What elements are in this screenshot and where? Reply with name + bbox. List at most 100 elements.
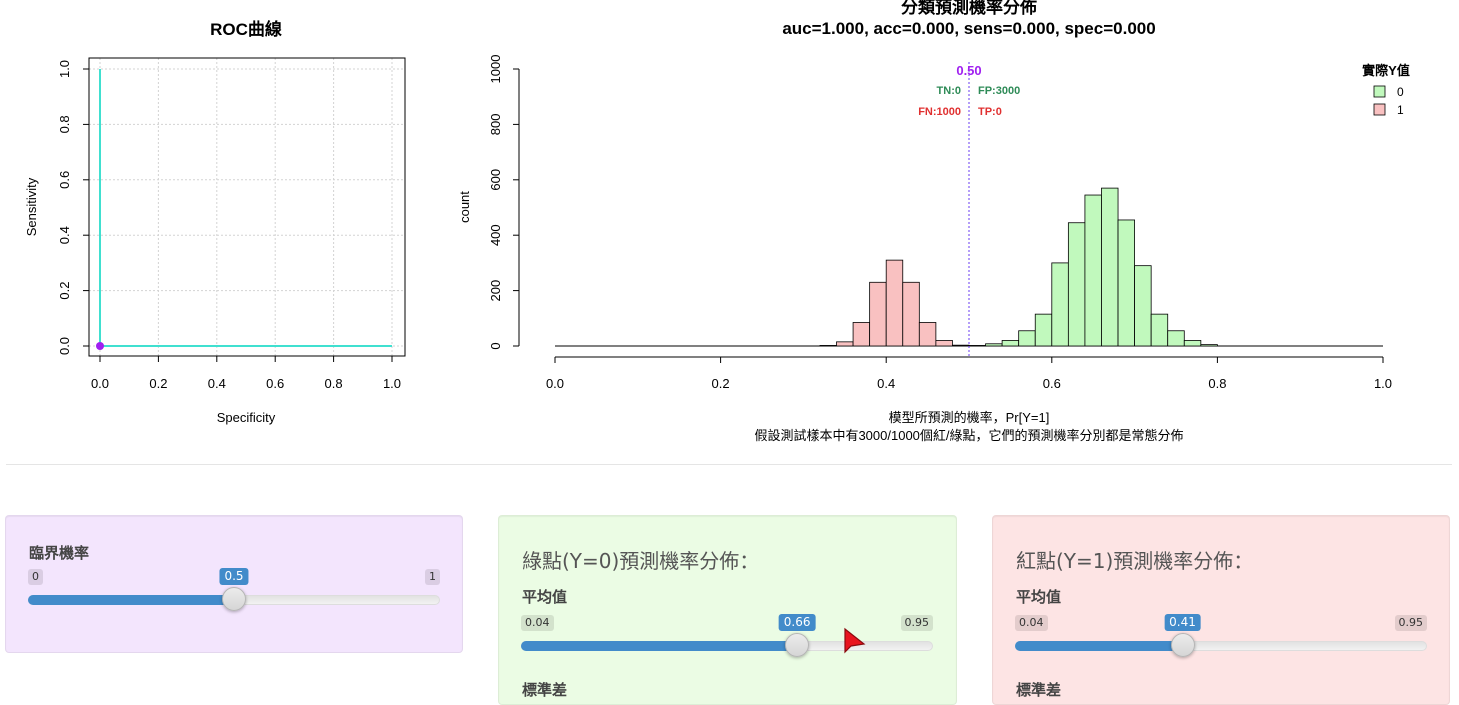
hist-bar: [1067, 222, 1086, 347]
hist-y-axis: 0 200 400 600 800 1000: [488, 55, 520, 350]
red-sd-label: 標準差: [1016, 681, 1062, 699]
fn-label: FN:1000: [918, 106, 961, 118]
hist-y-tick-label: 800: [488, 114, 503, 136]
hist-bar: [836, 341, 854, 347]
hist-bar: [1150, 313, 1169, 347]
hist-y-tick-label: 0: [488, 342, 503, 349]
roc-y-tick-label: 1.0: [57, 60, 72, 78]
threshold-label: 0.50: [956, 63, 981, 78]
roc-y-tick-label: 0.0: [57, 337, 72, 355]
hist-bar: [1167, 330, 1185, 347]
tn-label: TN:0: [937, 85, 961, 97]
roc-x-tick-label: 0.0: [91, 376, 109, 391]
section-divider: [6, 464, 1452, 465]
slider-fill: [1015, 641, 1183, 651]
roc-xlabel: Specificity: [217, 410, 276, 425]
hist-bar: [1200, 344, 1218, 347]
roc-y-tick-label: 0.2: [57, 282, 72, 300]
hist-note: 假設測試樣本中有3000/1000個紅/綠點，它們的預測機率分別都是常態分佈: [754, 428, 1183, 443]
hist-bar: [1001, 340, 1020, 347]
roc-y-axis: 0.0 0.2 0.4 0.6 0.8 1.0: [57, 60, 89, 355]
slider-min-label: 0: [28, 569, 43, 585]
roc-x-tick-label: 0.8: [325, 376, 343, 391]
hist-x-tick-label: 0.0: [546, 376, 564, 391]
slider-max-label: 0.95: [900, 615, 933, 631]
hist-bar: [869, 281, 887, 347]
hist-x-tick-label: 0.4: [877, 376, 895, 391]
fp-label: FP:3000: [978, 85, 1020, 97]
green-panel-title: 綠點(Y=0)預測機率分佈：: [522, 549, 760, 573]
slider-max-label: 1: [425, 569, 440, 585]
hist-bar: [968, 345, 986, 347]
hist-x-tick-label: 0.2: [712, 376, 730, 391]
hist-bar: [902, 281, 920, 347]
roc-x-tick-label: 0.4: [208, 376, 226, 391]
threshold-panel: 臨界機率 0 1 0.5: [5, 515, 463, 653]
green-mean-label: 平均值: [522, 588, 568, 606]
threshold-slider[interactable]: 0 1 0.5: [28, 568, 440, 629]
hist-bars: [555, 187, 1383, 347]
hist-bar: [1134, 265, 1152, 347]
hist-legend: 實際Y值 0 1: [1362, 63, 1410, 117]
green-distribution-panel: 綠點(Y=0)預測機率分佈： 平均值 0.04 0.95 0.66 標準差: [498, 515, 957, 705]
red-mean-label: 平均值: [1016, 588, 1062, 606]
mouse-cursor-icon: [844, 627, 866, 654]
green-mean-slider[interactable]: 0.04 0.95 0.66: [521, 614, 933, 675]
roc-plot: ROC曲線 0.0 0.2 0.4 0.6 0.8 1.0 0.0 0.2 0.4 0.6 0.8…: [24, 19, 406, 425]
slider-value-label: 0.5: [219, 568, 249, 585]
hist-bar: [1018, 330, 1036, 347]
slider-value-label: 0.41: [1164, 614, 1201, 631]
slider-max-label: 0.95: [1394, 615, 1427, 631]
hist-ylabel: count: [457, 191, 472, 223]
roc-x-tick-label: 0.6: [266, 376, 284, 391]
hist-y-tick-label: 600: [488, 169, 503, 191]
slider-handle[interactable]: [222, 587, 246, 611]
slider-handle[interactable]: [785, 633, 810, 657]
roc-x-tick-label: 1.0: [383, 376, 401, 391]
legend-label-1: 1: [1397, 103, 1404, 117]
roc-title: ROC曲線: [210, 19, 282, 39]
threshold-label-text: 臨界機率: [29, 544, 90, 562]
slider-handle[interactable]: [1170, 633, 1195, 657]
legend-swatch-0: [1373, 85, 1386, 98]
hist-x-tick-label: 0.8: [1208, 376, 1226, 391]
slider-min-label: 0.04: [521, 615, 554, 631]
slider-min-label: 0.04: [1015, 615, 1048, 631]
hist-bar: [1051, 262, 1069, 347]
legend-title: 實際Y值: [1362, 63, 1410, 78]
hist-bar: [1084, 194, 1102, 347]
hist-bar: [885, 259, 904, 347]
hist-bar: [952, 344, 970, 347]
roc-plot-frame: [88, 57, 406, 357]
roc-ylabel: Sensitivity: [24, 177, 39, 236]
roc-x-tick-label: 0.2: [149, 376, 167, 391]
hist-bar: [819, 345, 837, 347]
red-distribution-panel: 紅點(Y=1)預測機率分佈： 平均值 0.04 0.95 0.41 標準差: [992, 515, 1450, 705]
tp-label: TP:0: [978, 106, 1002, 118]
slider-value-label: 0.66: [778, 614, 816, 631]
hist-x-tick-label: 0.6: [1043, 376, 1061, 391]
hist-x-axis: 0.0 0.2 0.4 0.6 0.8 1.0: [546, 356, 1392, 391]
legend-swatch-1: [1373, 103, 1386, 116]
roc-series: [96, 69, 392, 350]
roc-grid: [89, 58, 405, 356]
hist-y-tick-label: 200: [488, 280, 503, 302]
hist-bar: [1117, 219, 1136, 347]
roc-x-axis: 0.0 0.2 0.4 0.6 0.8 1.0: [91, 356, 401, 391]
slider-fill: [521, 641, 798, 651]
roc-threshold-point: [96, 342, 104, 350]
hist-subtitle: auc=1.000, acc=0.000, sens=0.000, spec=0…: [782, 19, 1155, 38]
red-panel-title: 紅點(Y=1)預測機率分佈：: [1016, 549, 1254, 573]
plots-area: ROC曲線 0.0 0.2 0.4 0.6 0.8 1.0 0.0 0.2 0.4 0.6 0.8…: [24, 0, 1410, 443]
hist-bar: [1183, 340, 1202, 347]
hist-bar: [935, 340, 953, 347]
hist-bar: [985, 343, 1003, 347]
legend-label-0: 0: [1397, 85, 1404, 99]
hist-y-tick-label: 1000: [488, 55, 503, 84]
hist-bar: [1101, 187, 1119, 347]
roc-curve: [99, 69, 392, 347]
histogram-plot: 分類預測機率分佈 auc=1.000, acc=0.000, sens=0.00…: [457, 0, 1410, 443]
red-mean-slider[interactable]: 0.04 0.95 0.41: [1015, 614, 1427, 675]
hist-bar: [1034, 313, 1053, 347]
hist-x-tick-label: 1.0: [1374, 376, 1392, 391]
